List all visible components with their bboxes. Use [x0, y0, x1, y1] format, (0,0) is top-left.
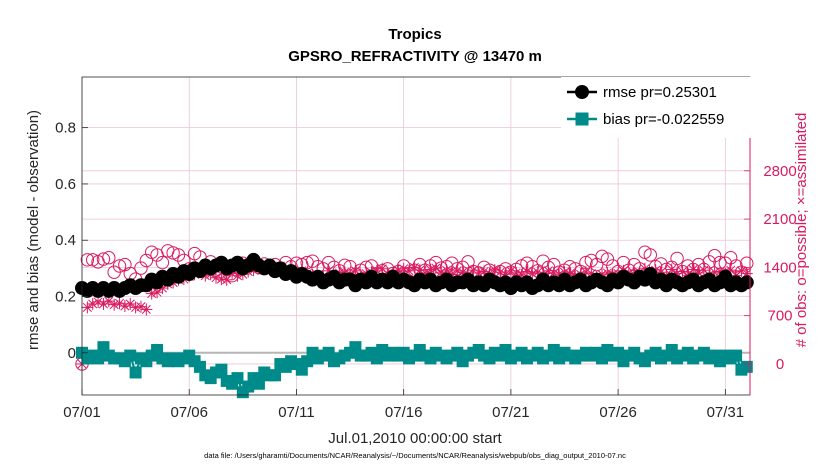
y-left-tick-label: 0.4: [55, 232, 76, 249]
x-axis-ticks: 07/01 07/06 07/11 07/16 07/21 07/26 07/31: [63, 389, 744, 421]
possible-obs-point: [96, 252, 111, 266]
y-left-tick-label: 0.6: [55, 176, 76, 193]
y-left-axis-ticks: 0 0.2 0.4 0.6 0.8: [55, 120, 88, 362]
legend-box: [561, 77, 752, 138]
y-right-tick-label: 700: [767, 308, 792, 325]
possible-obs-point: [134, 261, 148, 275]
x-tick-label: 07/21: [492, 404, 530, 421]
assimilated-obs-point: [92, 295, 105, 308]
series-rmse: [75, 252, 754, 298]
bias-point: [124, 349, 137, 362]
assimilated-obs-point: [542, 264, 555, 277]
assimilated-obs-point: [220, 273, 233, 286]
possible-obs-point: [112, 259, 127, 273]
possible-obs-point: [86, 253, 100, 267]
possible-obs-point: [305, 254, 320, 268]
possible-obs-point: [600, 252, 615, 266]
chart-title: Tropics: [388, 26, 441, 43]
x-tick-label: 07/11: [278, 404, 314, 421]
assimilated-obs-point: [504, 264, 517, 277]
y-right-tick-label: 1400: [763, 259, 796, 276]
bias-point: [231, 372, 244, 385]
assimilated-obs-point: [86, 297, 99, 310]
assimilated-obs-point: [494, 266, 507, 279]
possible-obs-point: [155, 255, 170, 270]
x-axis-label: Jul.01,2010 00:00:00 start: [328, 430, 502, 447]
legend-rmse-label: rmse pr=0.25301: [603, 84, 717, 101]
y-right-tick-label: 2100: [763, 211, 796, 228]
series-layer: [75, 244, 754, 399]
assimilated-obs-point: [687, 263, 700, 276]
x-tick-label: 07/26: [599, 404, 637, 421]
possible-obs-point: [80, 253, 95, 267]
y-left-axis-label: rmse and bias (model - observation): [25, 110, 42, 350]
possible-obs-point: [171, 248, 186, 262]
assimilated-obs-point: [81, 301, 94, 314]
assimilated-obs-point: [451, 264, 464, 277]
assimilated-obs-point: [140, 303, 153, 316]
legend-rmse-marker: [575, 85, 589, 99]
bias-point: [269, 369, 282, 382]
possible-obs-point: [643, 248, 657, 262]
y-left-tick-label: 0.2: [55, 289, 76, 306]
assimilated-obs-point: [102, 295, 115, 308]
possible-obs-point: [102, 251, 116, 265]
y-right-tick-label: 0: [776, 356, 784, 373]
legend-bias-label: bias pr=-0.022559: [603, 111, 724, 128]
data-file-footnote: data file: /Users/gharamti/Documents/NCA…: [204, 451, 626, 460]
legend-bias-marker: [575, 112, 589, 126]
legend: rmse pr=0.25301 bias pr=-0.022559: [561, 77, 752, 138]
bias-point: [92, 352, 105, 365]
x-tick-label: 07/31: [707, 404, 745, 421]
possible-obs-point: [670, 251, 684, 266]
assimilated-obs-point: [520, 265, 533, 278]
bias-point: [129, 366, 142, 379]
x-tick-label: 07/01: [63, 404, 101, 421]
y-right-tick-label: 2800: [763, 163, 796, 180]
assimilated-obs-point: [510, 266, 523, 279]
y-right-axis-ticks: 0 700 1400 2100 2800: [744, 163, 797, 373]
x-tick-label: 07/06: [170, 404, 208, 421]
chart-subtitle: GPSRO_REFRACTIVITY @ 13470 m: [288, 48, 542, 65]
bias-point: [730, 349, 743, 362]
series-bias: [76, 341, 753, 399]
assimilated-obs-point: [488, 264, 501, 277]
bias-point: [252, 377, 265, 390]
possible-obs-point: [707, 248, 722, 263]
possible-obs-point: [675, 264, 690, 279]
assimilated-obs-point: [118, 300, 131, 313]
bias-point: [215, 363, 228, 376]
rmse-point: [739, 275, 754, 290]
x-tick-label: 07/16: [385, 404, 423, 421]
y-left-tick-label: 0.8: [55, 120, 76, 137]
y-left-tick-label: 0: [68, 345, 76, 362]
y-right-axis-label: # of obs: o=possible; ×=assimilated: [793, 113, 810, 348]
bias-point: [740, 360, 753, 373]
possible-obs-point: [166, 246, 180, 260]
assimilated-obs-point: [97, 297, 110, 310]
assimilated-obs-point: [124, 297, 137, 310]
assimilated-obs-point: [403, 264, 416, 277]
